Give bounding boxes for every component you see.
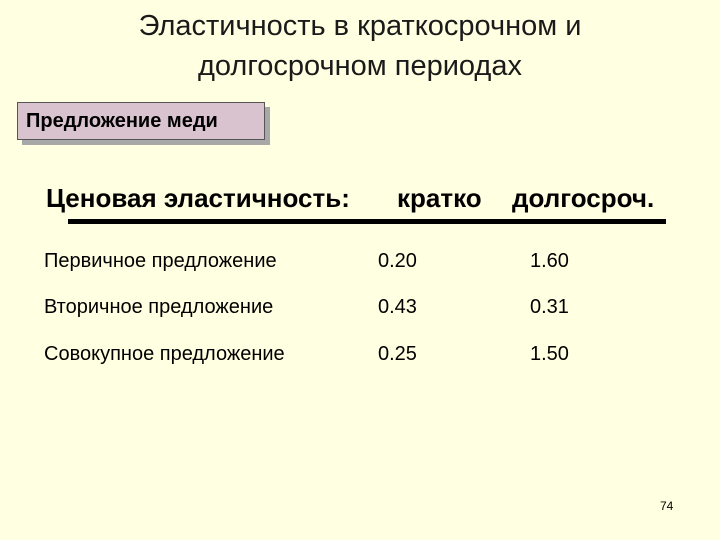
row-label: Совокупное предложение [44, 343, 285, 365]
row-short-value: 0.43 [378, 296, 417, 318]
row-label: Вторичное предложение [44, 296, 274, 318]
header-short-run: кратко [397, 183, 482, 213]
row-short-value: 0.25 [378, 343, 417, 365]
row-label: Первичное предложение [44, 250, 277, 272]
header-price-elasticity: Ценовая эластичность: [46, 183, 350, 213]
header-divider [68, 219, 666, 224]
row-long-value: 1.60 [530, 250, 569, 272]
page-number: 74 [660, 499, 674, 513]
row-short-value: 0.20 [378, 250, 417, 272]
slide-title-line2: долгосрочном периодах [198, 50, 522, 82]
header-long-run: долгосроч. [512, 183, 655, 213]
row-long-value: 0.31 [530, 296, 569, 318]
slide-title-line1: Эластичность в краткосрочном и [138, 10, 582, 42]
label-box: Предложение меди [17, 102, 265, 140]
row-long-value: 1.50 [530, 343, 569, 365]
